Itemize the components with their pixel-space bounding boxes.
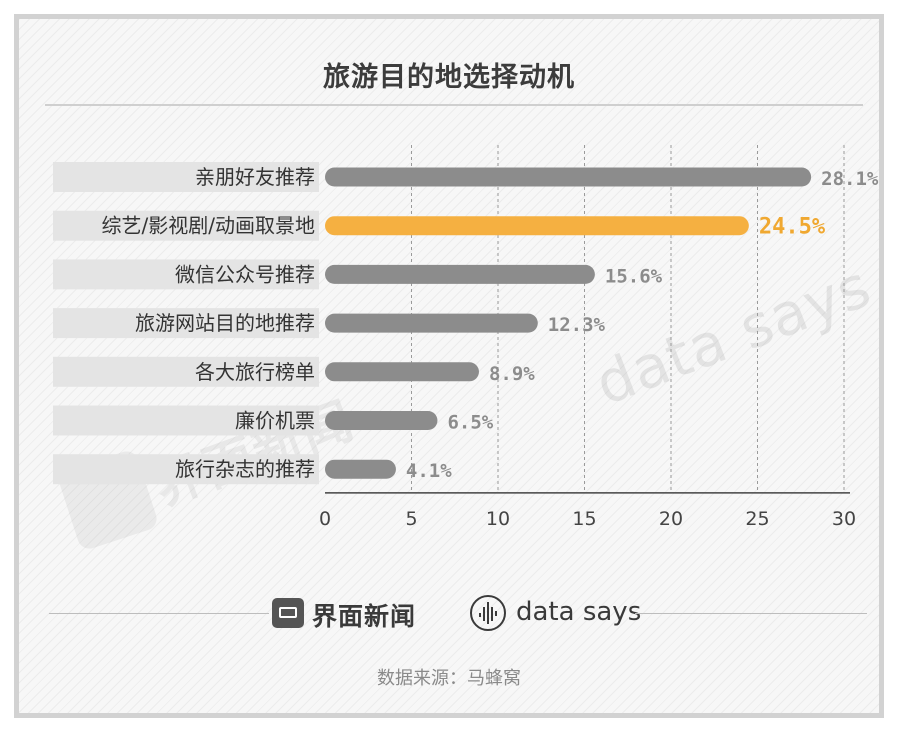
bar-value-label: 28.1% bbox=[821, 168, 879, 190]
category-label: 旅游网站目的地推荐 bbox=[135, 311, 315, 335]
category-label-bg bbox=[53, 259, 319, 290]
bar-value-label: 24.5% bbox=[759, 215, 826, 240]
category-label: 微信公众号推荐 bbox=[175, 262, 315, 286]
x-tick-label: 10 bbox=[486, 508, 510, 530]
brand-row: 界面新闻 data says bbox=[19, 589, 879, 635]
brand-divider-left bbox=[49, 613, 269, 614]
jiemian-logo-icon bbox=[272, 598, 304, 628]
bar bbox=[325, 313, 538, 333]
bar bbox=[325, 167, 812, 187]
x-tick-label: 30 bbox=[832, 508, 856, 530]
datasays-logo-icon bbox=[470, 595, 506, 631]
bar bbox=[325, 264, 595, 284]
category-label-bg bbox=[53, 308, 319, 339]
category-label-bg bbox=[53, 454, 319, 485]
title-divider bbox=[45, 104, 863, 106]
bar bbox=[325, 216, 749, 236]
brand-divider-right bbox=[635, 613, 867, 614]
x-tick-label: 25 bbox=[745, 508, 769, 530]
chart-title: 旅游目的地选择动机 bbox=[323, 62, 575, 93]
category-label: 亲朋好友推荐 bbox=[195, 165, 315, 189]
x-tick-label: 5 bbox=[405, 508, 417, 530]
x-tick-label: 0 bbox=[319, 508, 331, 530]
bar bbox=[325, 459, 396, 479]
bar-value-label: 15.6% bbox=[605, 265, 663, 287]
category-label-bg bbox=[53, 210, 319, 241]
category-label-bg bbox=[53, 162, 319, 192]
bar-value-label: 4.1% bbox=[406, 460, 452, 482]
jiemian-brand: 界面新闻 bbox=[312, 602, 417, 631]
bar-chart: 亲朋好友推荐 28.1% 综艺/影视剧/动画取景地 24.5% 微信公众号推荐 15.6%… bbox=[53, 145, 879, 530]
x-tick-label: 15 bbox=[572, 508, 596, 530]
category-label: 廉价机票 bbox=[235, 409, 315, 433]
bar-value-label: 12.3% bbox=[548, 314, 606, 336]
category-label-bg bbox=[53, 405, 319, 436]
bar bbox=[325, 411, 438, 430]
x-tick-label: 20 bbox=[659, 508, 683, 530]
bar-value-label: 8.9% bbox=[489, 363, 535, 385]
category-label: 旅行杂志的推荐 bbox=[175, 457, 315, 481]
data-source: 数据来源：马蜂窝 bbox=[377, 668, 521, 689]
category-label: 综艺/影视剧/动画取景地 bbox=[102, 214, 315, 238]
category-label: 各大旅行榜单 bbox=[195, 360, 315, 384]
datasays-brand: data says bbox=[516, 597, 642, 627]
chart-frame: 界面新闻 data says 旅游目的地选择动机 亲朋好友推荐 28.1% 综艺/影… bbox=[14, 14, 884, 718]
bar-value-label: 6.5% bbox=[447, 412, 493, 434]
bar bbox=[325, 362, 479, 382]
category-label-bg bbox=[53, 356, 319, 387]
